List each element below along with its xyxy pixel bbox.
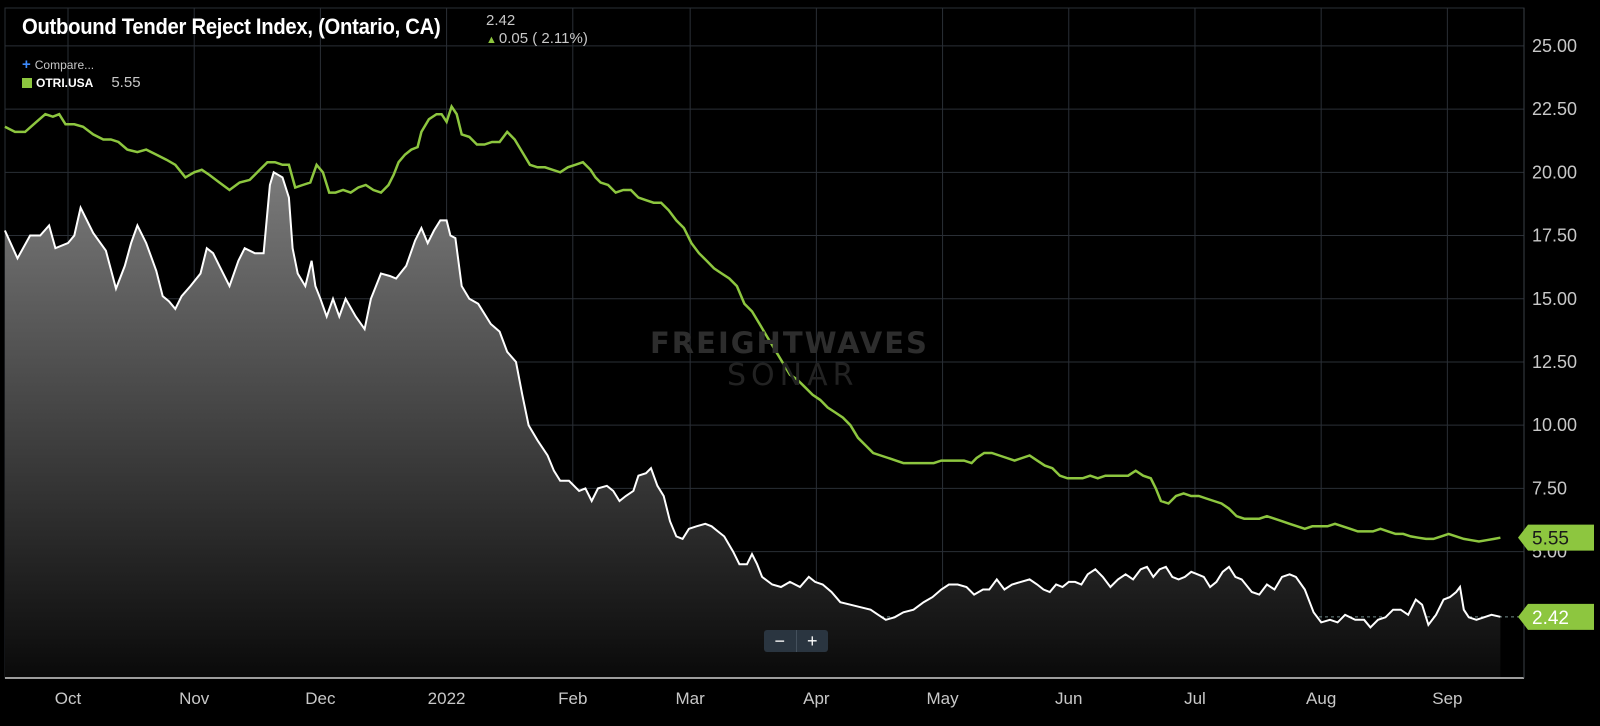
- x-tick-label: Apr: [803, 689, 830, 708]
- y-tick-label: 12.50: [1532, 352, 1577, 372]
- zoom-out-button[interactable]: −: [774, 631, 785, 651]
- legend-otri-usa[interactable]: OTRI.USA 5.55: [22, 74, 141, 91]
- badge-ontario-shape: [1518, 603, 1594, 630]
- chart-title: Outbound Tender Reject Index, (Ontario, …: [22, 14, 441, 39]
- zoom-in-button[interactable]: +: [806, 631, 818, 651]
- x-tick-label: 2022: [428, 689, 466, 708]
- y-tick-label: 10.00: [1532, 415, 1577, 435]
- x-tick-label: Aug: [1306, 689, 1336, 708]
- x-tick-label: Oct: [55, 689, 82, 708]
- value-change-text: 0.05 ( 2.11%): [498, 30, 588, 47]
- last-value-badges: 5.55 2.42: [1518, 524, 1594, 630]
- axes: 25.00 22.50 20.00 17.50 15.00 12.50 10.00 7.50 5…: [5, 8, 1577, 708]
- y-tick-label: 22.50: [1532, 99, 1577, 119]
- badge-otri-usa-text: 5.55: [1532, 529, 1569, 550]
- y-tick-label: 15.00: [1532, 289, 1577, 309]
- x-tick-label: Jun: [1055, 689, 1082, 708]
- zoom-controls: − +: [764, 630, 828, 652]
- legend-series-name: OTRI.USA: [36, 76, 94, 90]
- compare-label: Compare...: [34, 58, 95, 72]
- badge-otri-usa-shape: [1518, 524, 1594, 551]
- ontario-line: [3, 170, 1501, 629]
- ontario-area-fill: [4, 172, 1501, 679]
- legend-series-value: 5.55: [111, 74, 141, 91]
- x-tick-label: Dec: [305, 689, 336, 708]
- zoom-divider: [795, 630, 797, 652]
- x-tick-label: Feb: [558, 689, 587, 708]
- x-tick-label: Mar: [676, 689, 706, 708]
- compare-button[interactable]: + Compare...: [22, 56, 94, 73]
- area-layer: [4, 172, 1501, 679]
- x-tick-label: May: [927, 689, 960, 708]
- x-tick-label: Sep: [1432, 689, 1462, 708]
- up-arrow-icon: ▲: [486, 34, 497, 46]
- y-tick-label: 20.00: [1532, 162, 1577, 182]
- value-change: ▲ 0.05 ( 2.11%): [486, 30, 588, 47]
- current-value: 2.42: [486, 12, 516, 29]
- y-tick-label: 17.50: [1532, 226, 1577, 246]
- legend-swatch: [22, 78, 32, 88]
- x-tick-label: Nov: [179, 689, 210, 708]
- otri-usa-line: [4, 103, 1501, 543]
- badge-ontario-text: 2.42: [1532, 608, 1569, 629]
- y-tick-label: 7.50: [1532, 478, 1567, 498]
- x-tick-label: Jul: [1184, 689, 1206, 708]
- plus-icon: +: [22, 56, 31, 73]
- line-layer: [3, 103, 1501, 629]
- y-tick-label: 25.00: [1532, 36, 1577, 56]
